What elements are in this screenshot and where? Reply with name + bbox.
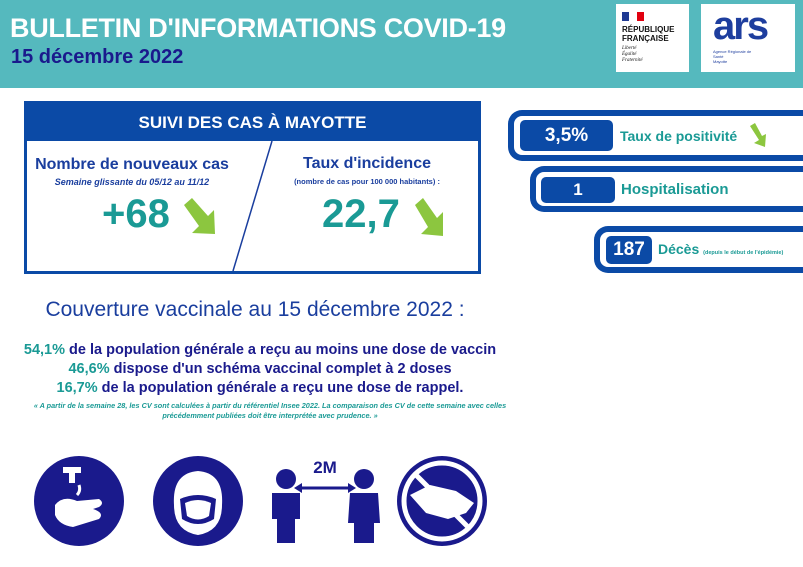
distancing-icon: 2M xyxy=(272,458,380,543)
incidence-value: 22,7 xyxy=(322,192,400,236)
positivity-indicator: 3,5% Taux de positivité xyxy=(508,110,803,161)
vaccination-note: « A partir de la semaine 28, les CV sont… xyxy=(33,401,507,420)
incidence-subtitle: (nombre de cas pour 100 000 habitants) : xyxy=(294,177,440,186)
positivity-value: 3,5% xyxy=(520,120,613,151)
trend-down-arrow-icon xyxy=(184,198,215,234)
vaccination-line: 46,6% dispose d'un schéma vaccinal compl… xyxy=(68,361,452,377)
incidence-label: Taux d'incidence xyxy=(303,155,431,172)
ars-subtitle: Agence Régionale de Santé Mayotte xyxy=(713,49,752,64)
distance-label: 2M xyxy=(313,458,337,477)
vaccination-line: 54,1% de la population générale a reçu a… xyxy=(23,342,497,358)
deaths-value: 187 xyxy=(606,236,652,264)
positivity-label: Taux de positivité xyxy=(620,128,738,144)
vaccination-line: 16,7% de la population générale a reçu u… xyxy=(56,380,464,396)
hospitalisation-label: Hospitalisation xyxy=(621,181,729,198)
new-cases-label: Nombre de nouveaux cas xyxy=(35,156,229,173)
french-flag-icon xyxy=(622,12,644,21)
trend-down-arrow-icon xyxy=(750,123,766,147)
hand-washing-icon xyxy=(34,456,124,546)
ars-wordmark: ars xyxy=(713,4,769,48)
bulletin-date: 15 décembre 2022 xyxy=(11,46,184,68)
mask-icon xyxy=(153,456,243,546)
vaccination-heading: Couverture vaccinale au 15 décembre 2022… xyxy=(45,298,465,321)
trend-down-arrow-icon xyxy=(415,198,443,236)
cases-box-title: SUIVI DES CAS À MAYOTTE xyxy=(27,104,478,141)
new-cases-period: Semaine glissante du 05/12 au 11/12 xyxy=(54,177,210,187)
ars-logo: ars Agence Régionale de Santé Mayotte xyxy=(701,4,795,72)
logo-text: RÉPUBLIQUE xyxy=(622,25,675,34)
header-banner: BULLETIN D'INFORMATIONS COVID-19 15 déce… xyxy=(0,0,803,88)
divider-line xyxy=(232,141,273,271)
logo-text: FRANÇAISE xyxy=(622,34,669,43)
new-cases-value: +68 xyxy=(102,192,170,236)
deaths-label: Décès (depuis le début de l'épidémie) xyxy=(658,241,784,257)
cases-box: SUIVI DES CAS À MAYOTTE Nombre de nouvea… xyxy=(24,101,481,274)
no-handshake-icon xyxy=(397,456,487,546)
logo-motto: Liberté Égalité Fraternité xyxy=(622,46,643,63)
hospitalisation-indicator: 1 Hospitalisation xyxy=(530,166,803,212)
page-title: BULLETIN D'INFORMATIONS COVID-19 xyxy=(10,13,506,43)
republique-francaise-logo: RÉPUBLIQUE FRANÇAISE Liberté Égalité Frate… xyxy=(616,4,689,72)
hospitalisation-value: 1 xyxy=(541,177,615,203)
deaths-indicator: 187 Décès (depuis le début de l'épidémie… xyxy=(594,226,803,273)
